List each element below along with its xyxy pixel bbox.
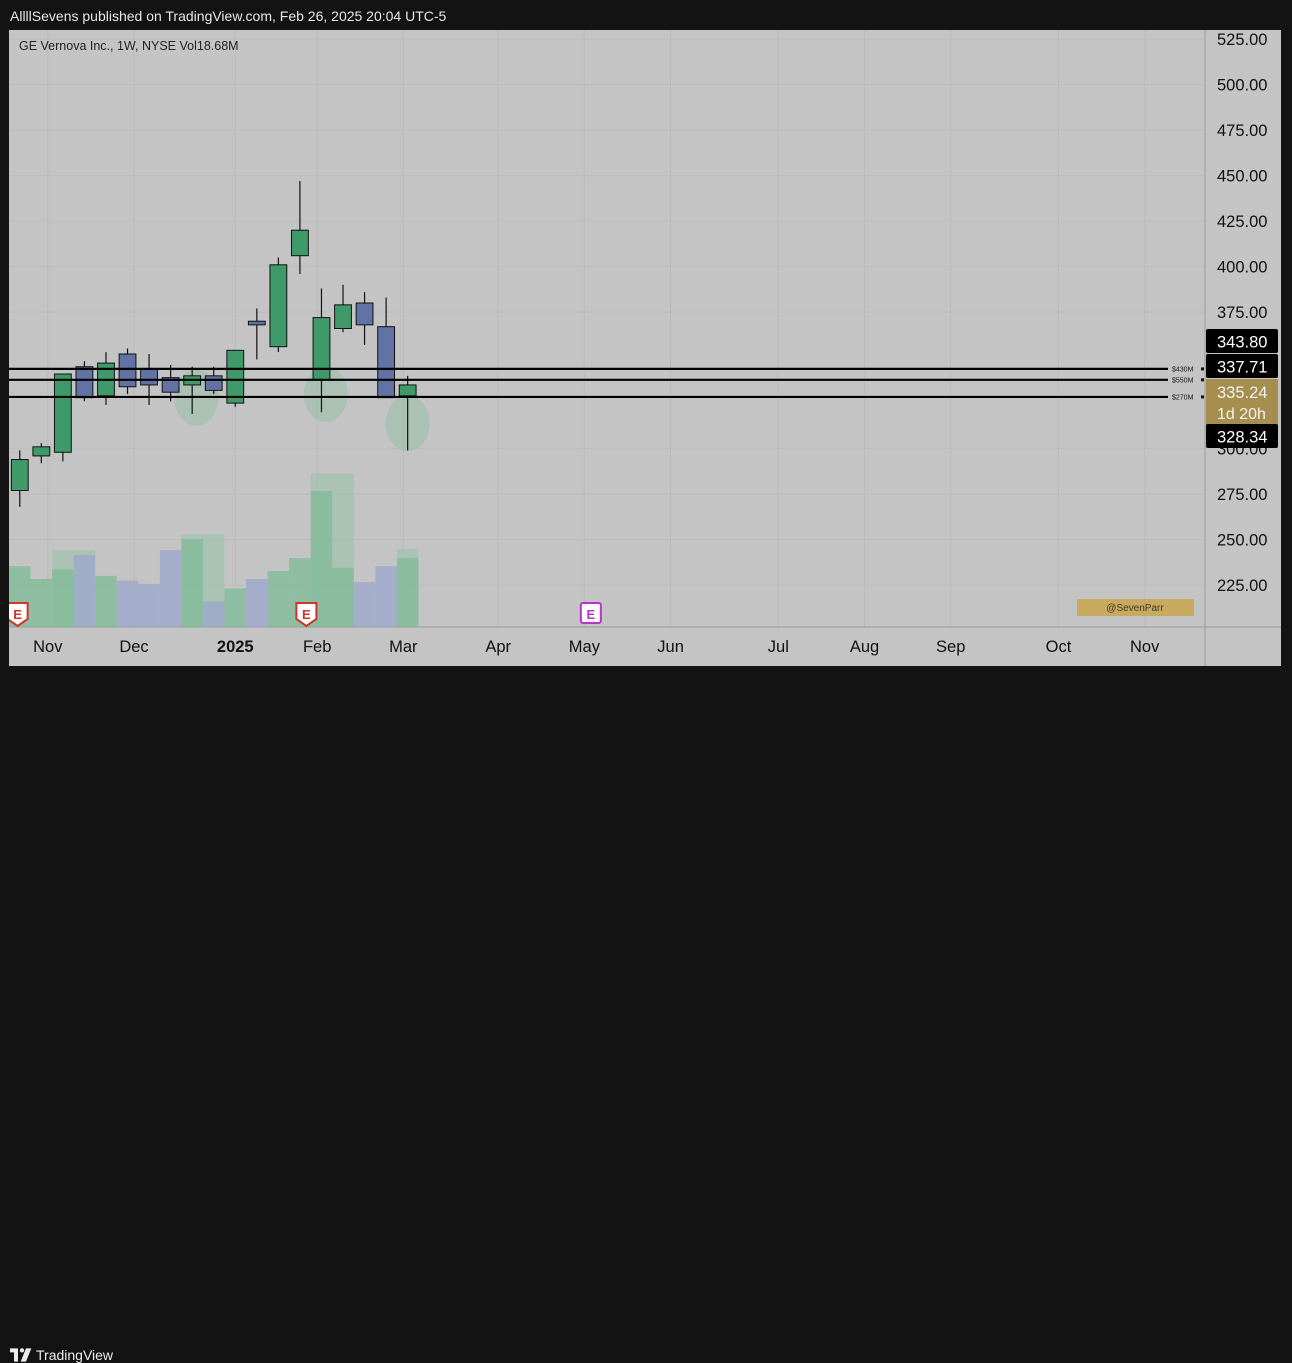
volume-bar <box>181 539 203 627</box>
chart-frame: $430M $550M $270M 525.00 500.00 475.00 450.00 4… <box>6 30 1281 666</box>
candle-body <box>53 373 72 453</box>
candle-body <box>75 366 94 399</box>
x-tick-label: Dec <box>119 638 148 656</box>
line-label: $270M <box>1172 394 1194 401</box>
y-tick-label: 225.00 <box>1217 577 1267 595</box>
candle-body <box>10 459 29 491</box>
x-tick-label: Apr <box>485 638 511 656</box>
candle-body <box>269 264 288 348</box>
price-tag-value: 343.80 <box>1217 334 1267 352</box>
volume-bar <box>224 588 247 627</box>
earnings-marker[interactable]: E <box>295 602 318 628</box>
plot-area <box>9 30 1205 627</box>
candle-body <box>334 304 352 329</box>
price-tag <box>1206 329 1278 353</box>
volume-bar <box>116 580 139 627</box>
x-tick-label: Jul <box>768 638 789 656</box>
y-tick-label: 400.00 <box>1217 259 1267 277</box>
price-tag-value: 335.24 <box>1217 384 1267 402</box>
line-dot <box>1201 395 1204 399</box>
tradingview-logo-icon[interactable] <box>10 1347 34 1363</box>
candle-body <box>247 320 266 326</box>
candle-body <box>226 349 245 404</box>
volume-bar <box>246 579 268 627</box>
price-tag-countdown: 1d 20h <box>1217 406 1266 423</box>
earnings-marker-letter: E <box>302 607 311 622</box>
earnings-marker-badge <box>579 602 602 624</box>
line-dot <box>1201 367 1204 371</box>
chart-legend: GE Vernova Inc., 1W, NYSE Vol18.68M <box>19 39 239 53</box>
y-tick-label: 425.00 <box>1217 213 1267 231</box>
x-tick-label: May <box>569 638 601 656</box>
x-tick-label: Mar <box>389 638 418 656</box>
candle-body <box>161 377 180 393</box>
publisher-bar: AllllSevens published on TradingView.com… <box>0 0 1292 30</box>
footer-bar: TradingView <box>0 670 1292 1363</box>
candle-body <box>204 375 223 391</box>
earnings-marker-letter: E <box>587 607 596 622</box>
y-tick-label: 275.00 <box>1217 486 1267 504</box>
price-tag-value: 328.34 <box>1217 429 1267 447</box>
volume-bar <box>332 567 354 627</box>
y-tick-label: 375.00 <box>1217 304 1267 322</box>
candle-body <box>398 384 417 397</box>
x-tick-label: 2025 <box>217 638 254 656</box>
y-tick-label: 500.00 <box>1217 77 1267 95</box>
y-tick-label: 250.00 <box>1217 532 1267 550</box>
earnings-marker-badge <box>295 602 318 628</box>
volume-bar <box>310 491 333 627</box>
candle-body <box>377 326 396 399</box>
y-tick-label: 525.00 <box>1217 31 1267 49</box>
watermark-text: @SevenParr <box>1106 603 1164 614</box>
price-tag <box>1206 424 1278 448</box>
volume-bar <box>396 558 419 627</box>
y-tick-label: 475.00 <box>1217 122 1267 140</box>
volume-bar <box>353 582 376 627</box>
volume-bar <box>267 571 290 627</box>
publisher-text: AllllSevens published on TradingView.com… <box>10 8 447 24</box>
line-dot <box>1201 378 1204 382</box>
y-tick-label: 450.00 <box>1217 168 1267 186</box>
x-tick-label: Aug <box>850 638 879 656</box>
x-tick-label: Oct <box>1046 638 1072 656</box>
watermark-box <box>1077 599 1194 616</box>
volume-bar <box>375 566 397 627</box>
candle-body <box>140 368 158 386</box>
earnings-marker[interactable]: E <box>579 602 602 624</box>
volume-bar <box>30 579 53 627</box>
candle-body <box>118 353 137 388</box>
candle-body <box>32 446 51 457</box>
volume-bar <box>202 601 225 627</box>
x-tick-label: Jun <box>657 638 684 656</box>
volume-bar <box>138 583 160 627</box>
volume-bar <box>95 575 117 627</box>
earnings-marker-letter: E <box>13 607 22 622</box>
volume-bar <box>159 550 182 627</box>
candle-body <box>312 317 331 380</box>
x-tick-label: Nov <box>1130 638 1160 656</box>
volume-bar <box>52 569 74 627</box>
volume-bar <box>73 555 96 627</box>
x-tick-label: Sep <box>936 638 965 656</box>
line-label: $430M <box>1172 366 1194 373</box>
x-tick-label: Feb <box>303 638 331 656</box>
tradingview-brand[interactable]: TradingView <box>36 1347 114 1363</box>
price-tag-value: 337.71 <box>1217 359 1267 377</box>
price-tag-current <box>1206 379 1278 425</box>
x-tick-label: Nov <box>33 638 63 656</box>
price-tag <box>1206 354 1278 378</box>
candle-body <box>291 229 309 257</box>
line-label: $550M <box>1172 377 1194 384</box>
candle-body <box>355 302 374 326</box>
candlestick-chart[interactable]: $430M $550M $270M 525.00 500.00 475.00 450.00 4… <box>6 30 1281 666</box>
